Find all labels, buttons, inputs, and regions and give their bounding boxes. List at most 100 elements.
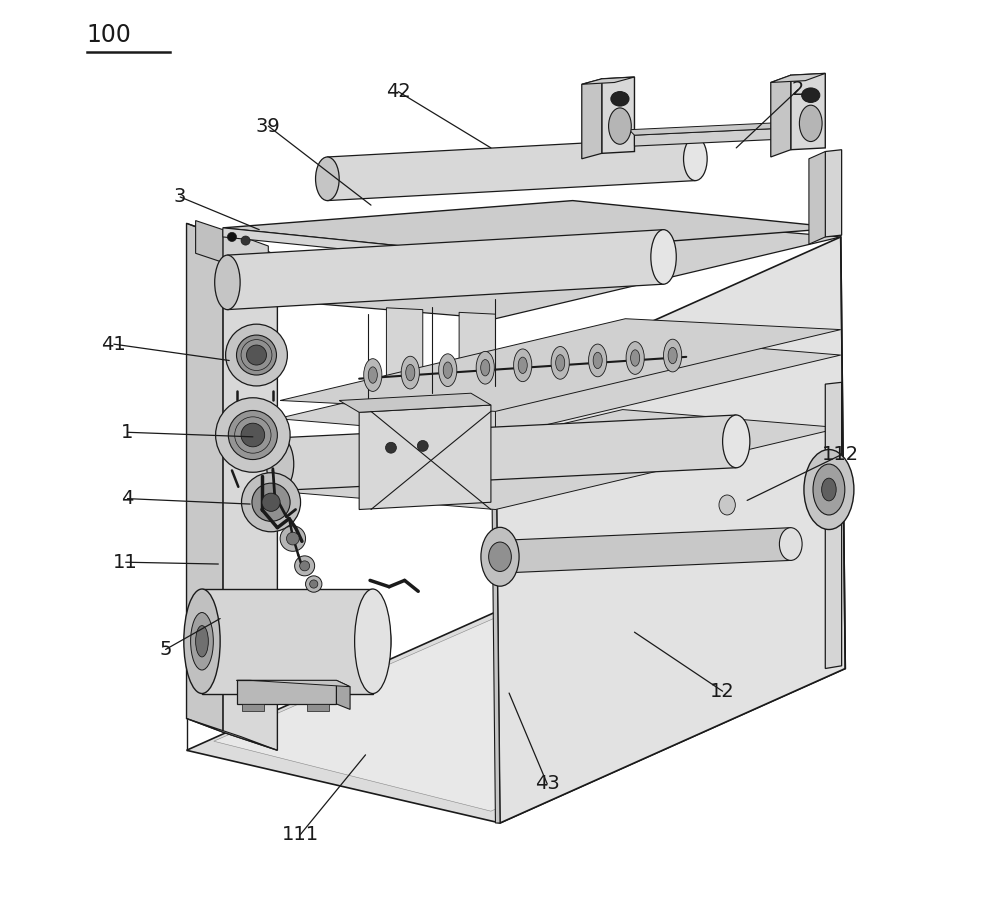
Ellipse shape <box>242 472 301 531</box>
Ellipse shape <box>556 355 565 371</box>
Polygon shape <box>500 528 791 573</box>
Ellipse shape <box>401 356 419 389</box>
Text: 2: 2 <box>792 80 804 99</box>
Ellipse shape <box>280 526 306 551</box>
Ellipse shape <box>626 341 644 374</box>
Polygon shape <box>277 337 841 437</box>
Polygon shape <box>327 137 695 200</box>
Ellipse shape <box>518 357 527 373</box>
Text: 5: 5 <box>159 640 172 659</box>
Ellipse shape <box>813 464 845 515</box>
Polygon shape <box>771 76 791 157</box>
Polygon shape <box>187 223 223 733</box>
Text: 39: 39 <box>256 116 281 136</box>
Polygon shape <box>336 681 350 710</box>
Ellipse shape <box>316 157 339 200</box>
Polygon shape <box>242 704 264 712</box>
Ellipse shape <box>306 576 322 592</box>
Ellipse shape <box>664 339 682 372</box>
Ellipse shape <box>386 442 396 453</box>
Polygon shape <box>359 405 491 510</box>
Ellipse shape <box>651 229 676 284</box>
Polygon shape <box>825 382 842 669</box>
Polygon shape <box>339 393 491 412</box>
Polygon shape <box>223 200 841 255</box>
Polygon shape <box>202 589 373 693</box>
Polygon shape <box>237 681 336 704</box>
Polygon shape <box>277 218 841 318</box>
Polygon shape <box>223 228 491 264</box>
Text: 41: 41 <box>101 335 126 354</box>
Ellipse shape <box>295 556 315 576</box>
Ellipse shape <box>719 495 735 515</box>
Ellipse shape <box>779 528 802 561</box>
Ellipse shape <box>368 367 377 383</box>
Polygon shape <box>602 77 634 154</box>
Polygon shape <box>187 596 845 823</box>
Ellipse shape <box>631 349 640 366</box>
Ellipse shape <box>417 440 428 451</box>
Ellipse shape <box>241 423 265 447</box>
Polygon shape <box>771 74 825 83</box>
Ellipse shape <box>364 610 391 672</box>
Polygon shape <box>825 150 842 237</box>
Ellipse shape <box>355 589 391 693</box>
Text: 1: 1 <box>121 423 134 441</box>
Ellipse shape <box>593 352 602 369</box>
Text: 42: 42 <box>386 82 411 101</box>
Text: 111: 111 <box>282 825 319 844</box>
Ellipse shape <box>286 532 299 545</box>
Text: 3: 3 <box>174 187 186 207</box>
Text: 100: 100 <box>87 24 131 47</box>
Ellipse shape <box>514 349 532 381</box>
Ellipse shape <box>489 541 511 573</box>
Ellipse shape <box>364 359 382 391</box>
Ellipse shape <box>489 542 511 571</box>
Ellipse shape <box>551 347 569 379</box>
Ellipse shape <box>246 345 266 365</box>
Ellipse shape <box>228 410 277 460</box>
Ellipse shape <box>439 354 457 387</box>
Polygon shape <box>277 410 841 510</box>
Ellipse shape <box>191 612 213 670</box>
Polygon shape <box>307 704 329 712</box>
Polygon shape <box>223 237 277 751</box>
Ellipse shape <box>443 362 452 379</box>
Ellipse shape <box>609 108 631 145</box>
Text: 12: 12 <box>710 682 735 701</box>
Polygon shape <box>386 308 423 439</box>
Polygon shape <box>280 318 841 411</box>
Ellipse shape <box>799 106 822 142</box>
Ellipse shape <box>215 255 240 309</box>
Ellipse shape <box>802 88 820 103</box>
Ellipse shape <box>252 483 290 521</box>
Text: 11: 11 <box>113 552 138 571</box>
Ellipse shape <box>310 580 318 588</box>
Polygon shape <box>227 229 664 309</box>
Polygon shape <box>187 223 277 255</box>
Polygon shape <box>459 312 495 443</box>
Ellipse shape <box>227 232 237 241</box>
Ellipse shape <box>719 541 735 561</box>
Polygon shape <box>187 719 277 751</box>
Ellipse shape <box>196 625 208 657</box>
Ellipse shape <box>668 348 677 364</box>
Ellipse shape <box>611 92 629 106</box>
Ellipse shape <box>804 450 854 530</box>
Polygon shape <box>237 681 350 687</box>
Ellipse shape <box>481 359 490 376</box>
Polygon shape <box>280 415 736 490</box>
Polygon shape <box>791 74 825 150</box>
Text: 4: 4 <box>121 489 134 508</box>
Polygon shape <box>223 229 268 278</box>
Polygon shape <box>809 152 825 244</box>
Ellipse shape <box>684 137 707 180</box>
Ellipse shape <box>300 561 310 571</box>
Ellipse shape <box>723 415 750 468</box>
Polygon shape <box>196 220 223 262</box>
Ellipse shape <box>266 438 294 490</box>
Polygon shape <box>634 128 789 147</box>
Polygon shape <box>491 391 500 823</box>
Ellipse shape <box>481 527 519 586</box>
Ellipse shape <box>406 364 415 380</box>
